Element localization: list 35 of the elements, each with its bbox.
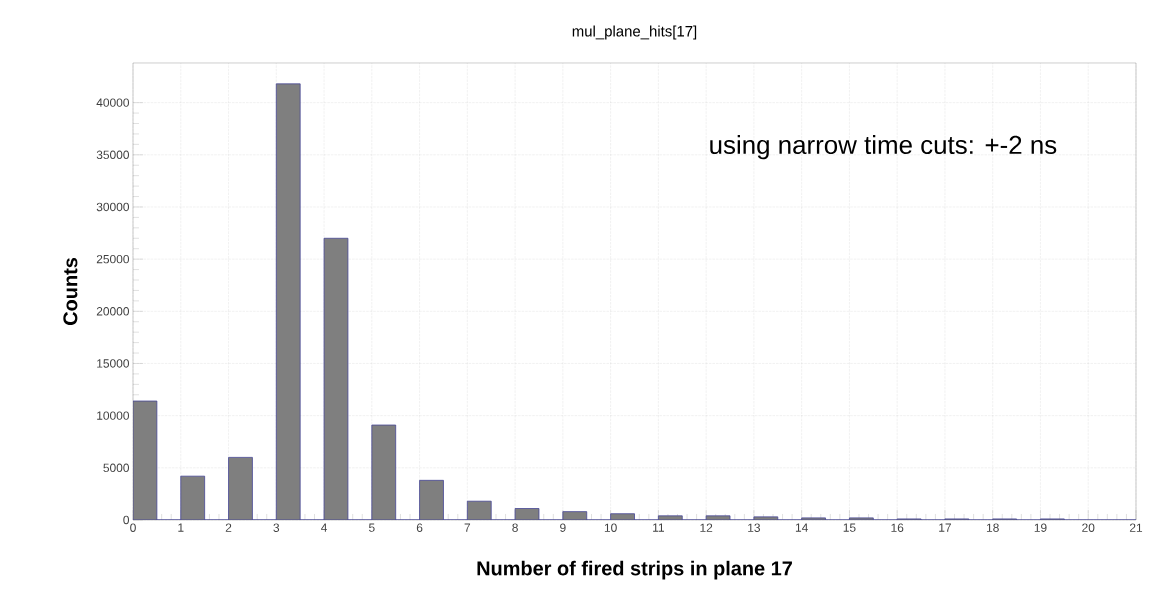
- x-tick-label: 7: [464, 523, 471, 532]
- x-tick-label: 11: [653, 523, 664, 532]
- x-tick-label: 12: [700, 523, 713, 532]
- x-tick-label: 17: [939, 523, 951, 532]
- x-tick-label: 6: [416, 523, 423, 532]
- y-tick-label: 20000: [96, 307, 130, 316]
- x-tick-label: 20: [1082, 523, 1095, 532]
- x-tick-label: 10: [604, 523, 617, 532]
- x-tick-label: 14: [795, 523, 808, 532]
- x-tick-label: 21: [1129, 523, 1143, 532]
- annotation: using narrow time cuts: +-2 ns: [710, 135, 1057, 160]
- x-tick-label: 5: [368, 523, 375, 532]
- x-tick-label: 3: [273, 523, 280, 532]
- y-tick-label: 10000: [97, 411, 130, 420]
- y-tick-label: 25000: [96, 254, 130, 264]
- x-tick-label: 18: [986, 523, 999, 532]
- x-axis-title: Number of fired strips in plane 17: [477, 560, 792, 580]
- y-tick-label: 35000: [96, 150, 130, 160]
- y-tick-label: 30000: [96, 202, 130, 212]
- x-tick-label: 15: [843, 523, 856, 532]
- y-axis-title: Counts: [63, 257, 78, 325]
- x-tick-label: 1: [178, 523, 184, 532]
- x-tick-label: 16: [891, 523, 904, 532]
- x-tick-label: 0: [130, 523, 136, 532]
- x-tick-label: 2: [225, 523, 232, 532]
- x-tick-label: 8: [512, 523, 518, 532]
- x-tick-label: 13: [748, 523, 761, 532]
- y-tick-label: 40000: [96, 98, 130, 107]
- x-tick-label: 19: [1034, 523, 1047, 532]
- y-tick-label: 5000: [103, 463, 130, 473]
- x-tick-label: 4: [321, 523, 328, 532]
- x-tick-label: 9: [560, 523, 566, 532]
- y-tick-label: 0: [123, 515, 130, 525]
- y-tick-label: 15000: [97, 359, 130, 368]
- chart-title: mul_plane_hits[17]: [572, 25, 697, 40]
